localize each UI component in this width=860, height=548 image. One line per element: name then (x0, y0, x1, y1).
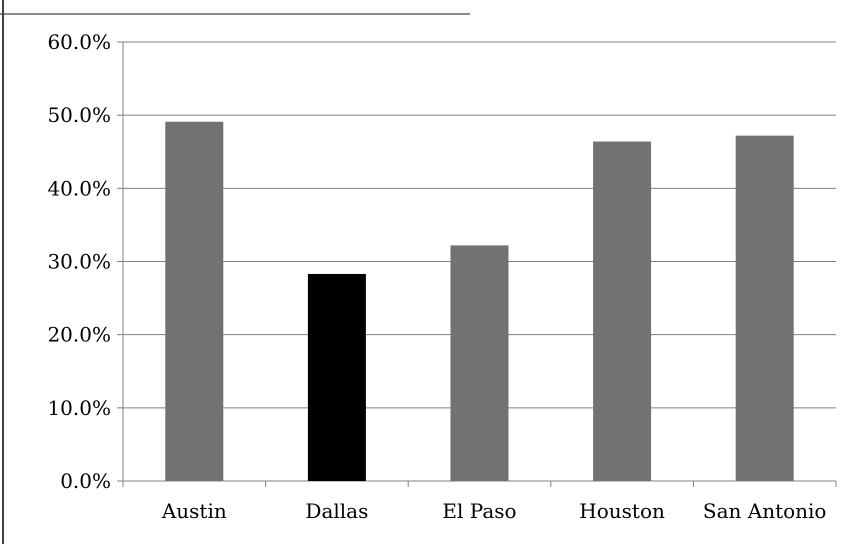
tick-labels: 0.0% 10.0% 20.0% 30.0% 40.0% 50.0% 60.0% Austin… (47, 30, 826, 523)
y-tick-label: 60.0% (47, 30, 111, 54)
x-tick-label: El Paso (442, 499, 516, 523)
y-tick-label: 30.0% (47, 250, 111, 274)
y-tick-label: 10.0% (47, 396, 111, 420)
x-tick-label: San Antonio (703, 499, 827, 523)
y-tick-label: 20.0% (47, 323, 111, 347)
y-tick-label: 50.0% (47, 103, 111, 127)
y-tick-label: 0.0% (60, 469, 111, 493)
x-tick-label: Austin (161, 499, 227, 523)
x-tick-label: Dallas (305, 499, 368, 523)
bar-el-paso (450, 245, 509, 481)
bars (165, 121, 794, 482)
bar-houston (593, 141, 652, 482)
bar-austin (165, 121, 224, 482)
y-tick-label: 40.0% (47, 176, 111, 200)
bar-dallas (307, 273, 366, 481)
bar-san-antonio (735, 135, 794, 482)
x-tick-label: Houston (579, 499, 665, 523)
